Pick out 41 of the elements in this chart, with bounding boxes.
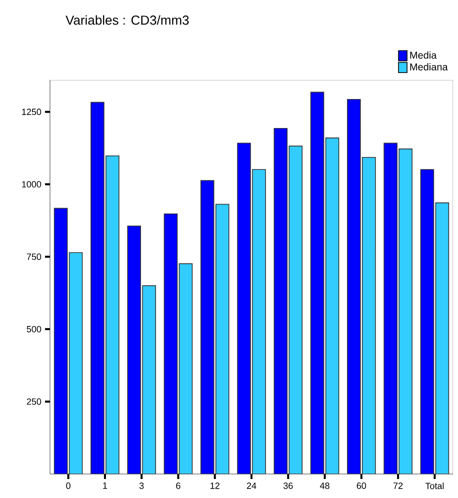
y-tick-label: 1250 — [22, 108, 42, 116]
x-tick-label: 1 — [103, 482, 108, 489]
legend-label: Mediana — [410, 63, 448, 70]
x-tick-label: 48 — [320, 482, 330, 489]
bar — [325, 138, 340, 474]
y-tick-label: 250 — [26, 398, 42, 405]
x-tick-label: 60 — [356, 482, 366, 489]
bar — [384, 142, 398, 474]
x-tick-label: 12 — [210, 482, 220, 489]
bar — [420, 169, 434, 474]
y-tick-label: 1000 — [22, 181, 42, 188]
x-tick-label: 24 — [246, 482, 256, 489]
bar — [54, 208, 68, 474]
bar — [178, 263, 193, 474]
bar — [310, 92, 324, 474]
bar — [164, 213, 178, 474]
bar — [68, 252, 83, 474]
bar — [274, 128, 288, 474]
y-tick-label: 500 — [26, 326, 42, 332]
x-tick-label: 6 — [176, 482, 180, 489]
y-tick-label: 750 — [26, 254, 42, 260]
x-tick-label: 72 — [394, 482, 403, 489]
bar — [127, 226, 141, 474]
bar — [398, 148, 412, 474]
bar — [106, 156, 120, 474]
x-tick-label: Total — [425, 482, 444, 490]
x-tick-label: 0 — [66, 482, 70, 489]
bar — [215, 204, 230, 474]
legend-label: Media — [410, 51, 437, 59]
chart-title: Variables : CD3/mm3 — [66, 15, 189, 25]
bar — [362, 156, 376, 474]
bar — [435, 202, 450, 474]
x-tick-label: 36 — [283, 482, 293, 489]
bar — [252, 169, 266, 474]
bar — [90, 102, 104, 474]
bar — [237, 142, 251, 474]
bar — [200, 180, 214, 474]
bar — [142, 285, 156, 474]
bar — [347, 99, 361, 474]
x-tick-label: 3 — [139, 482, 144, 489]
bar — [288, 146, 303, 474]
